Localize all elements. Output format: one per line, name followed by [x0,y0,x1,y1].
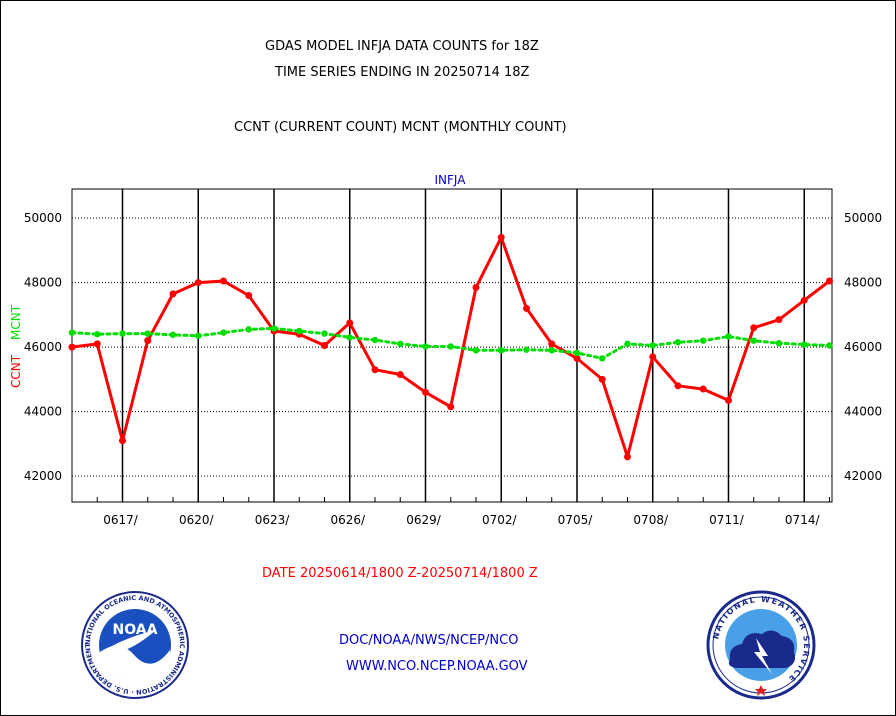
y-tick-label-left: 48000 [24,276,62,290]
data-point-ccnt [346,319,354,327]
data-point-ccnt [320,342,328,349]
data-point-ccnt [219,277,227,285]
data-point-mcnt [296,327,303,335]
x-tick-label: 0620/ [179,513,215,527]
data-point-mcnt [422,343,429,350]
data-point-mcnt [700,337,707,344]
data-point-ccnt [396,371,404,379]
x-tick-label: 0626/ [330,513,366,527]
data-point-mcnt [447,343,454,350]
data-point-mcnt [169,331,177,339]
data-point-mcnt [270,325,278,332]
data-point-ccnt [118,437,126,445]
data-point-ccnt [447,403,455,411]
x-tick-label: 0711/ [709,513,745,527]
data-point-ccnt [169,290,177,298]
data-point-mcnt [801,341,808,348]
data-point-mcnt [472,347,480,354]
y-tick-label-right: 50000 [844,211,882,225]
data-point-mcnt [371,336,379,344]
data-point-mcnt [674,339,682,346]
data-point-ccnt [724,396,732,404]
data-point-mcnt [220,329,227,336]
data-point-ccnt [649,353,657,361]
chart-title-line2: TIME SERIES ENDING IN 20250714 18Z [275,65,530,80]
data-point-ccnt [573,354,581,362]
data-point-ccnt [245,291,253,299]
y-tick-label-right: 44000 [844,405,882,419]
data-point-ccnt [144,337,152,345]
data-point-ccnt [623,453,631,461]
noaa-logo: NATIONAL OCEANIC AND ATMOSPHERIC ADMINIS… [80,590,189,699]
panel-label: INFJA [435,173,467,187]
data-point-ccnt [825,277,833,285]
data-point-ccnt [699,385,707,393]
x-tick-label: 0702/ [482,513,518,527]
data-point-mcnt [94,331,101,338]
data-point-mcnt [624,340,631,348]
data-point-ccnt [674,382,682,390]
ylabel-ccnt: CCNT [9,354,23,388]
data-point-ccnt [68,343,76,351]
data-point-ccnt [93,340,101,348]
data-point-ccnt [194,279,202,287]
data-point-ccnt [548,340,556,348]
data-point-ccnt [775,316,783,324]
chart-title-line1: GDAS MODEL INFJA DATA COUNTS for 18Z [265,39,539,54]
y-tick-label-left: 44000 [24,405,62,419]
x-tick-label: 0623/ [255,513,291,527]
x-tick-label: 0617/ [103,513,139,527]
data-point-mcnt [750,337,757,344]
ylabel-mcnt: MCNT [9,304,23,340]
y-tick-label-left: 42000 [24,469,62,483]
org-line2: WWW.NCO.NCEP.NOAA.GOV [346,659,528,674]
y-tick-label-right: 48000 [844,276,882,290]
org-line1: DOC/NOAA/NWS/NCEP/NCO [339,633,519,648]
x-tick-label: 0714/ [785,513,821,527]
y-tick-label-right: 46000 [844,340,882,354]
data-point-ccnt [472,283,480,291]
data-point-mcnt [498,347,505,354]
data-point-mcnt [599,355,606,362]
y-tick-label-left: 46000 [24,340,62,354]
data-point-mcnt [775,340,783,347]
data-point-ccnt [598,375,606,383]
nws-logo: NATIONAL WEATHER SERVICE [706,590,816,700]
date-range: DATE 20250614/1800 Z-20250714/1800 Z [262,566,538,581]
data-point-mcnt [68,329,76,336]
data-point-mcnt [346,334,353,341]
data-point-mcnt [144,330,151,337]
data-point-ccnt [371,366,379,374]
x-tick-label: 0629/ [406,513,442,527]
data-point-mcnt [195,332,202,340]
data-point-mcnt [573,349,581,357]
data-point-mcnt [725,333,732,340]
data-point-mcnt [826,342,833,349]
x-tick-label: 0705/ [558,513,594,527]
data-point-mcnt [548,347,555,354]
data-point-mcnt [321,330,328,337]
data-point-mcnt [523,346,530,353]
data-point-ccnt [522,304,530,312]
data-point-ccnt [497,233,505,241]
y-tick-label-right: 42000 [844,469,882,483]
data-point-mcnt [119,330,126,337]
data-point-ccnt [750,324,758,332]
y-tick-label-left: 50000 [24,211,62,225]
data-point-ccnt [421,388,429,396]
x-tick-label: 0708/ [633,513,669,527]
data-point-mcnt [649,342,656,349]
data-point-mcnt [245,326,252,333]
noaa-logo-text: NOAA [113,622,158,638]
data-point-mcnt [397,340,404,348]
chart-subtitle: CCNT (CURRENT COUNT) MCNT (MONTHLY COUNT… [234,120,567,135]
data-point-ccnt [800,296,808,304]
